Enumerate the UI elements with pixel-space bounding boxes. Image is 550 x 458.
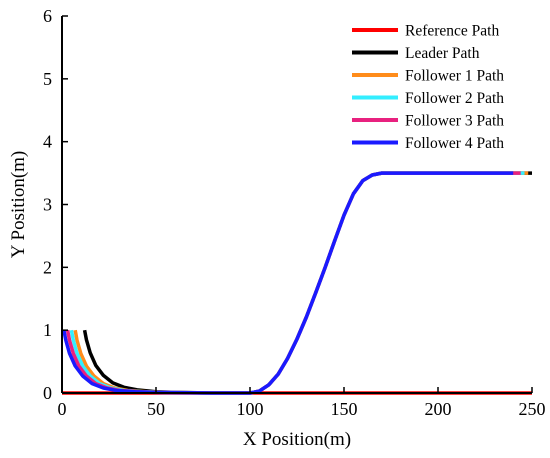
series-line-follower-1-path <box>73 171 529 395</box>
y-tick-label: 5 <box>43 69 52 89</box>
y-tick-label: 6 <box>43 6 52 26</box>
legend-label: Reference Path <box>405 23 499 40</box>
x-tick-label: 100 <box>237 399 264 419</box>
legend-label: Follower 4 Path <box>405 135 504 152</box>
series-line-follower-4-path <box>62 171 514 395</box>
series-layer <box>62 171 532 395</box>
ticks-layer: 0 50 100 150 200 250 0 1 2 3 4 5 6 <box>43 6 546 419</box>
series-line-leader-path <box>82 171 532 395</box>
x-tick-label: 50 <box>147 399 165 419</box>
y-axis-label: Y Position(m) <box>8 151 29 259</box>
legend-label: Follower 3 Path <box>405 113 504 130</box>
x-tick-label: 200 <box>425 399 452 419</box>
series-line-follower-2-path <box>69 171 525 395</box>
legend-label: Follower 2 Path <box>405 90 504 107</box>
y-tick-label: 0 <box>43 383 52 403</box>
series-line-follower-3-path <box>65 171 521 395</box>
x-axis-label: X Position(m) <box>243 429 351 450</box>
y-tick-label: 2 <box>43 257 52 277</box>
y-tick-label: 1 <box>43 320 52 340</box>
legend-label: Leader Path <box>405 45 480 62</box>
y-tick-label: 4 <box>43 132 52 152</box>
x-tick-label: 250 <box>519 399 546 419</box>
x-tick-label: 150 <box>331 399 358 419</box>
legend: Reference Path Leader Path Follower 1 Path… <box>352 23 504 152</box>
x-tick-label: 0 <box>58 399 67 419</box>
y-tick-label: 3 <box>43 195 52 215</box>
legend-label: Follower 1 Path <box>405 68 504 85</box>
